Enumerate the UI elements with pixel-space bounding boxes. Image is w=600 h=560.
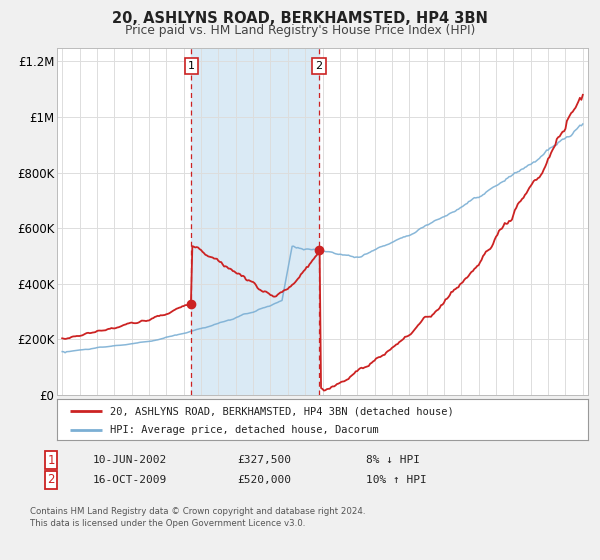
Text: 20, ASHLYNS ROAD, BERKHAMSTED, HP4 3BN (detached house): 20, ASHLYNS ROAD, BERKHAMSTED, HP4 3BN (… (110, 407, 454, 417)
Text: 2: 2 (316, 60, 323, 71)
Text: 2: 2 (47, 473, 55, 487)
Text: HPI: Average price, detached house, Dacorum: HPI: Average price, detached house, Daco… (110, 426, 379, 435)
Text: £327,500: £327,500 (237, 455, 291, 465)
Text: 16-OCT-2009: 16-OCT-2009 (93, 475, 167, 485)
Text: 20, ASHLYNS ROAD, BERKHAMSTED, HP4 3BN: 20, ASHLYNS ROAD, BERKHAMSTED, HP4 3BN (112, 11, 488, 26)
Text: 8% ↓ HPI: 8% ↓ HPI (366, 455, 420, 465)
Text: This data is licensed under the Open Government Licence v3.0.: This data is licensed under the Open Gov… (30, 519, 305, 528)
Text: 10-JUN-2002: 10-JUN-2002 (93, 455, 167, 465)
Text: Contains HM Land Registry data © Crown copyright and database right 2024.: Contains HM Land Registry data © Crown c… (30, 507, 365, 516)
Text: Price paid vs. HM Land Registry's House Price Index (HPI): Price paid vs. HM Land Registry's House … (125, 24, 475, 36)
Text: 1: 1 (188, 60, 195, 71)
Text: 1: 1 (47, 454, 55, 467)
Text: £520,000: £520,000 (237, 475, 291, 485)
Text: 10% ↑ HPI: 10% ↑ HPI (366, 475, 427, 485)
Bar (191, 48, 319, 395)
